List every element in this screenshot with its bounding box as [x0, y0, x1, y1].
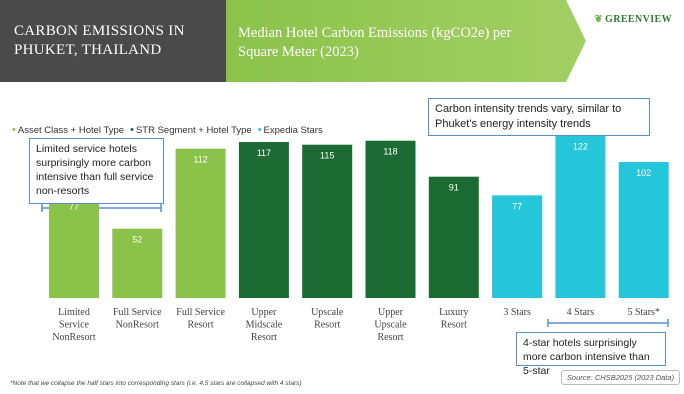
bar-value-label: 115	[320, 151, 334, 161]
bottom-callout-bracket	[547, 319, 669, 327]
category-label-5-stars: 5 Stars*	[627, 307, 660, 318]
category-label-upper-midscale-resort: Upper Midscale Resort	[246, 307, 283, 343]
legend-label: STR Segment + Hotel Type	[135, 125, 252, 136]
bars-group: 77 Limited Service NonResort 52 Full Service N…	[49, 135, 669, 343]
chart-title-banner: Median Hotel Carbon Emissions (kgCO2e) p…	[226, 0, 586, 82]
chart-legend: • Asset Class + Hotel Type • STR Segment +…	[12, 124, 323, 136]
legend-dot-icon: •	[130, 124, 134, 136]
legend-item-expedia-stars: • Expedia Stars	[258, 124, 323, 136]
legend-dot-icon: •	[257, 124, 262, 136]
legend-label: Asset Class + Hotel Type	[17, 125, 125, 136]
bar-luxury-resort	[428, 176, 479, 298]
callout-limited-service-note: Limited service hotels surprisingly more…	[29, 138, 164, 204]
legend-dot-icon: •	[12, 124, 16, 136]
header-title-line2: PHUKET, THAILAND	[14, 42, 162, 58]
category-label-full-service-resort: Full Service Resort	[176, 307, 225, 331]
bar-full-service-resort	[175, 148, 226, 298]
leaf-icon: ❦	[594, 14, 604, 25]
header-title-line1: CARBON EMISSIONS IN	[14, 23, 185, 39]
bar-value-label: 118	[383, 147, 397, 157]
greenview-logo: ❦ GREENVIEW	[594, 14, 672, 25]
header-title-block: CARBON EMISSIONS IN PHUKET, THAILAND	[0, 0, 226, 82]
legend-label: Expedia Stars	[263, 125, 323, 136]
legend-item-asset-class: • Asset Class + Hotel Type	[12, 124, 124, 136]
bar-5-stars	[618, 162, 669, 298]
callout-trend-note: Carbon intensity trends vary, similar to…	[428, 98, 650, 136]
category-label-3-stars: 3 Stars	[503, 307, 531, 318]
bar-value-label: 77	[69, 201, 79, 211]
bar-upper-midscale-resort	[238, 142, 289, 298]
category-label-4-stars: 4 Stars	[567, 307, 595, 318]
category-label-full-service-nonresort: Full Service NonResort	[113, 307, 162, 331]
bar-value-label: 102	[636, 168, 651, 178]
bar-value-label: 91	[449, 183, 459, 193]
category-label-limited-service-nonresort: Limited Service NonResort	[52, 307, 96, 343]
bar-value-label: 122	[573, 141, 588, 151]
category-label-luxury-resort: Luxury Resort	[439, 307, 468, 331]
bar-value-label: 77	[512, 201, 522, 211]
callout-four-star-note: 4-star hotels surprisingly more carbon i…	[516, 332, 666, 377]
bar-value-label: 112	[193, 155, 207, 165]
legend-item-str-segment: • STR Segment + Hotel Type	[130, 124, 252, 136]
bar-upper-upscale-resort	[365, 140, 416, 298]
logo-text: GREENVIEW	[605, 14, 672, 25]
bar-3-stars	[492, 195, 543, 298]
bar-4-stars	[555, 135, 606, 298]
bar-value-label: 117	[257, 148, 271, 158]
bar-limited-service-nonresort	[49, 195, 99, 298]
chart-title: Median Hotel Carbon Emissions (kgCO2e) p…	[238, 25, 512, 60]
bar-value-label: 52	[132, 235, 142, 245]
category-label-upscale-resort: Upscale Resort	[311, 307, 344, 331]
category-label-upper-upscale-resort: Upper Upscale Resort	[374, 307, 407, 343]
bar-upscale-resort	[302, 144, 353, 298]
bar-full-service-nonresort	[112, 228, 163, 298]
footnote: *Note that we collapse the half stars in…	[10, 380, 302, 387]
source-badge: Source: CHSB2025 (2023 Data)	[561, 370, 680, 385]
